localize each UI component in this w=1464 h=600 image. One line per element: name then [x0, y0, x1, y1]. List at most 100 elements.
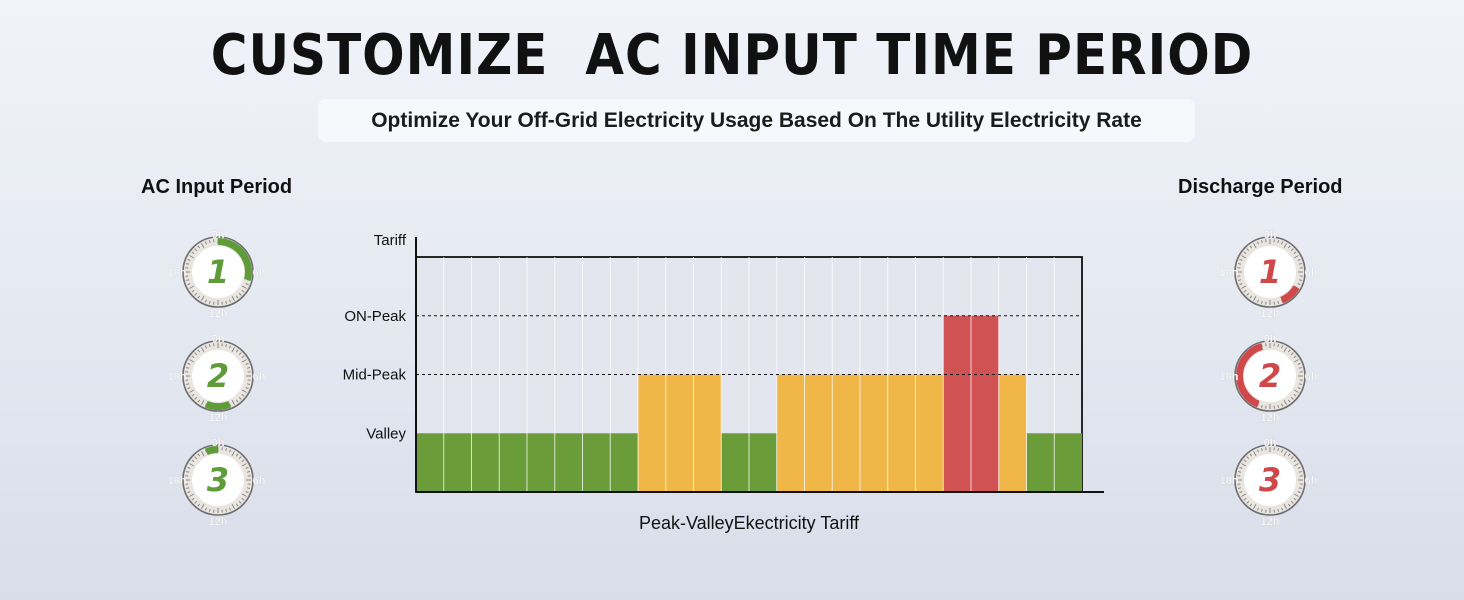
- dial-tick: [1293, 497, 1297, 501]
- dial-tick: [1297, 283, 1301, 286]
- dial-number: 3: [207, 461, 229, 499]
- dial-tick: [194, 292, 198, 296]
- dial-tick: [1277, 343, 1280, 348]
- dial-tick: [231, 347, 235, 353]
- dial-tick: [1249, 295, 1253, 299]
- dial-tick: [229, 403, 232, 407]
- dial-tick: [1290, 396, 1294, 400]
- dial-tick: [1260, 508, 1263, 513]
- dial-tick: [1239, 258, 1243, 261]
- dial-tick: [194, 500, 198, 504]
- dial-tick: [225, 447, 228, 452]
- dial-tick: [1281, 507, 1284, 511]
- dial-tick: [246, 383, 251, 386]
- dial-tick: [231, 295, 235, 301]
- subtitle-text: Optimize Your Off-Grid Electricity Usage…: [371, 108, 1142, 132]
- dial-tick: [1290, 248, 1294, 252]
- dial-label-18h: 18h: [1222, 267, 1239, 279]
- dial-tick: [1287, 245, 1291, 249]
- dial-tick: [229, 299, 232, 303]
- dial-tick: [1249, 453, 1253, 457]
- dial-tick: [208, 239, 211, 244]
- dial-tick: [1253, 503, 1257, 509]
- dial-tick: [1260, 300, 1263, 305]
- dial-label-18h: 18h: [170, 371, 187, 383]
- y-tick-label: ON-Peak: [344, 308, 406, 325]
- dial-tick: [1246, 500, 1250, 504]
- discharge-dial-3: 3 0h 6h 12h 18h: [1222, 437, 1318, 528]
- dial-tick: [191, 459, 195, 463]
- dial-tick: [189, 493, 195, 497]
- dial-tick: [208, 508, 211, 513]
- dial-tick: [1283, 451, 1287, 457]
- dial-tick: [1241, 255, 1247, 259]
- dial-tick: [194, 352, 198, 356]
- dial-center: [192, 454, 244, 506]
- dial-period-arc: [204, 446, 219, 456]
- dial-tick: [238, 352, 242, 356]
- dial-tick: [1260, 404, 1263, 409]
- dial-tick: [204, 345, 207, 349]
- dial-tick: [241, 389, 247, 393]
- dial-tick: [238, 456, 242, 460]
- dial-tick: [1249, 245, 1253, 249]
- dial-tick: [191, 289, 195, 293]
- dial-label-12h: 12h: [1261, 516, 1280, 528]
- dial-tick: [245, 491, 249, 494]
- dial-tick: [189, 285, 195, 289]
- dial-tick: [1243, 289, 1247, 293]
- dial-tick: [235, 399, 239, 403]
- dial-tick: [1239, 283, 1243, 286]
- x-axis-label: Peak-ValleyEkectricity Tariff: [639, 513, 860, 533]
- dial-label-6h: 6h: [1305, 475, 1318, 487]
- dial-tick: [1293, 359, 1299, 363]
- dial-tick: [1290, 456, 1294, 460]
- dial-tick: [241, 493, 247, 497]
- dial-tick: [204, 241, 207, 245]
- dial-number: 2: [1259, 357, 1281, 395]
- dial-tick: [197, 399, 201, 403]
- dial-tick: [1287, 349, 1291, 353]
- dial-tick: [229, 345, 232, 349]
- dial-tick: [245, 283, 249, 286]
- dial-tick: [1239, 491, 1243, 494]
- dial-tick: [185, 279, 190, 282]
- dial-tick: [1239, 466, 1243, 469]
- dial-tick: [1246, 248, 1250, 252]
- dial-tick: [1277, 447, 1280, 452]
- discharge-dial-1: 1 0h 6h 12h 18h: [1222, 229, 1318, 320]
- dial-tick: [197, 349, 201, 353]
- dial-tick: [241, 463, 247, 467]
- dial-tick: [208, 343, 211, 348]
- dial-tick: [1243, 459, 1247, 463]
- y-tick-label: Mid-Peak: [343, 367, 407, 384]
- dial-tick: [197, 503, 201, 507]
- dial-tick: [185, 487, 190, 490]
- dial-tick: [189, 463, 195, 467]
- y-axis-label: Tariff: [374, 232, 407, 249]
- dial-tick: [235, 503, 239, 507]
- dial-tick: [1256, 299, 1259, 303]
- dial-tick: [191, 497, 195, 501]
- dial-center: [1244, 350, 1296, 402]
- dial-center: [1244, 246, 1296, 298]
- dial-tick: [1260, 447, 1263, 452]
- dial-tick: [231, 399, 235, 405]
- dial-tick: [1283, 347, 1287, 353]
- dial-tick: [1297, 258, 1301, 261]
- dial-tick: [1243, 497, 1247, 501]
- dial-tick: [1297, 362, 1301, 365]
- dial-label-0h: 0h: [1264, 333, 1277, 345]
- dial-tick: [185, 262, 190, 265]
- dial-tick: [1283, 243, 1287, 249]
- dial-tick: [1293, 255, 1299, 259]
- dial-tick: [1241, 493, 1247, 497]
- dial-tick: [1253, 295, 1257, 301]
- dial-label-18h: 18h: [170, 267, 187, 279]
- dial-tick: [201, 503, 205, 509]
- dial-tick: [246, 366, 251, 369]
- dial-tick: [204, 299, 207, 303]
- dial-tick: [241, 393, 245, 397]
- dial-label-18h: 18h: [1222, 371, 1239, 383]
- dial-tick: [201, 243, 205, 249]
